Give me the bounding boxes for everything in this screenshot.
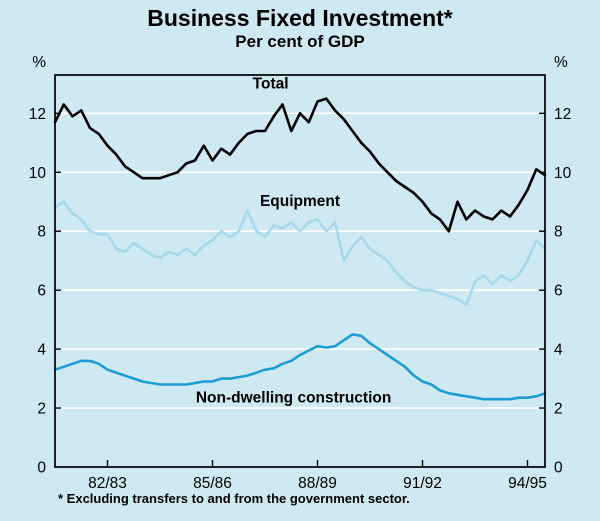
x-axis-label: 91/92	[403, 475, 442, 492]
y-unit-left: %	[32, 54, 46, 71]
plot-frame	[54, 74, 546, 468]
y-axis-label-right: 10	[554, 165, 572, 182]
y-axis-label-left: 0	[37, 460, 46, 477]
y-axis-label-left: 4	[37, 342, 46, 359]
y-axis-label-left: 8	[37, 224, 46, 241]
y-axis-label-right: 8	[554, 224, 563, 241]
series-line-total	[53, 97, 547, 233]
series-annotation-non-dwelling-construction: Non-dwelling construction	[196, 390, 391, 407]
y-axis-label-right: 2	[554, 401, 563, 418]
chart-title: Business Fixed Investment*	[147, 5, 453, 31]
y-axis-label-right: 12	[554, 106, 571, 123]
y-unit-right: %	[554, 54, 568, 71]
series-annotation-total: Total	[253, 75, 289, 92]
x-axis-label: 82/83	[88, 475, 127, 492]
y-axis-label-right: 6	[554, 283, 563, 300]
series-line-equipment	[53, 200, 547, 307]
chart-subtitle: Per cent of GDP	[235, 32, 365, 51]
y-axis-label-left: 2	[37, 401, 46, 418]
y-axis-label-right: 0	[554, 460, 563, 477]
y-axis-label-left: 12	[29, 106, 46, 123]
x-axis-label: 85/86	[193, 475, 232, 492]
x-axis-label: 94/95	[508, 475, 547, 492]
series-line-non-dwelling-construction	[53, 333, 547, 401]
footnote: * Excluding transfers to and from the go…	[58, 491, 410, 506]
x-axis-label: 88/89	[298, 475, 337, 492]
y-axis-label-left: 6	[37, 283, 46, 300]
y-axis-label-right: 4	[554, 342, 563, 359]
y-axis-label-left: 10	[29, 165, 47, 182]
series-annotation-equipment: Equipment	[260, 193, 340, 210]
